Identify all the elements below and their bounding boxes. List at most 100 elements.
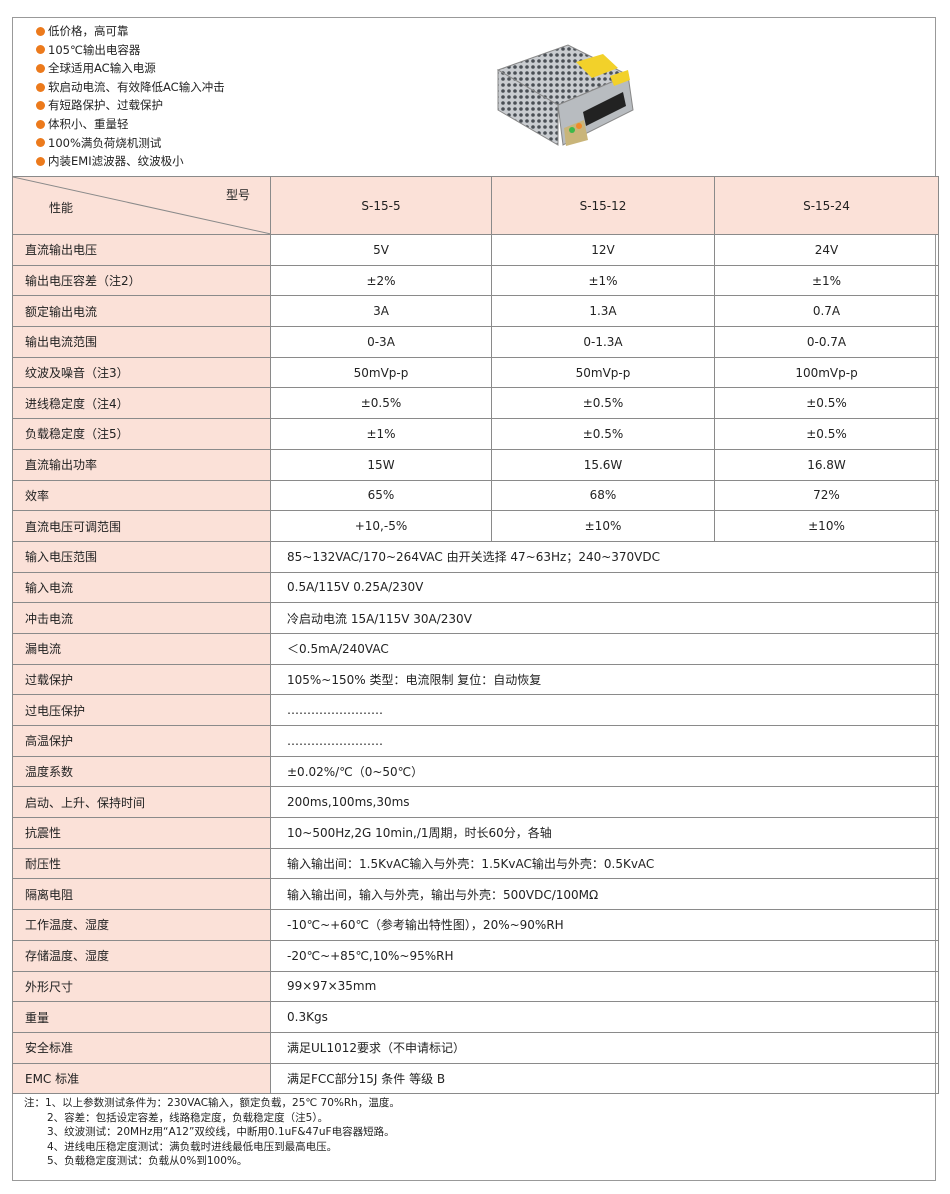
- bullet-icon: [36, 45, 45, 55]
- spec-row: 直流输出功率 15W 15.6W 16.8W: [12, 448, 939, 481]
- spec-value: ±0.5%: [714, 387, 939, 420]
- note-line: 3、纹波测试：20MHz用“A12”双绞线，中断用0.1uF&47uF电容器短路…: [47, 1126, 395, 1139]
- spec-value: ±1%: [270, 418, 492, 450]
- spec-value: ±1%: [491, 264, 715, 297]
- spec-value: 50mVp-p: [270, 356, 492, 389]
- spec-label: 直流输出功率: [12, 448, 271, 481]
- spec-row: 输出电压容差（注2） ±2% ±1% ±1%: [12, 264, 939, 297]
- spec-label: 工作温度、湿度: [12, 909, 271, 941]
- spec-label: 过载保护: [12, 663, 271, 696]
- common-row: 耐压性 输入输出间：1.5KvAC输入与外壳：1.5KvAC输出与外壳：0.5Kv…: [12, 847, 939, 880]
- note-line: 5、负载稳定度测试：负载从0%到100%。: [47, 1155, 248, 1168]
- spec-value: -10℃~+60℃（参考输出特性图），20%~90%RH: [270, 909, 939, 941]
- spec-label: 进线稳定度（注4）: [12, 387, 271, 420]
- spec-label: 纹波及噪音（注3）: [12, 356, 271, 389]
- feature-text: 105℃输出电容器: [48, 42, 141, 57]
- spec-value: -20℃~+85℃,10%~95%RH: [270, 939, 939, 972]
- bullet-icon: [36, 63, 45, 73]
- note-line: 4、进线电压稳定度测试：满负载时进线最低电压到最高电压。: [47, 1140, 338, 1153]
- spec-label: 安全标准: [12, 1031, 271, 1064]
- spec-value: 72%: [714, 479, 939, 512]
- common-row: 安全标准 满足UL1012要求（不申请标记）: [12, 1031, 939, 1064]
- bullet-icon: [36, 82, 45, 92]
- common-row: 启动、上升、保持时间 200ms,100ms,30ms: [12, 786, 939, 819]
- spec-row: 直流输出电压 5V 12V 24V: [12, 234, 939, 266]
- common-row: 过电压保护……………………: [12, 694, 939, 726]
- spec-value: ＜0.5mA/240VAC: [270, 632, 939, 665]
- spec-label: 额定输出电流: [12, 295, 271, 328]
- spec-label: 输入电压范围: [12, 540, 271, 573]
- spec-value: 0.5A/115V 0.25A/230V: [270, 571, 939, 604]
- feature-item: 软启动电流、有效降低AC输入冲击: [36, 78, 225, 97]
- spec-label: 外形尺寸: [12, 970, 271, 1003]
- spec-value: 12V: [491, 234, 715, 266]
- note-line: 注：1、以上参数测试条件为：230VAC输入，额定负载，25℃ 70%Rh，温度…: [24, 1097, 400, 1109]
- header-row: 型号 性能 S-15-5 S-15-12 S-15-24: [12, 176, 939, 235]
- spec-value: ……………………: [270, 694, 939, 726]
- feature-text: 全球适用AC输入电源: [48, 61, 156, 76]
- feature-item: 有短路保护、过载保护: [36, 96, 225, 115]
- spec-value: 0.7A: [714, 295, 939, 328]
- spec-label: EMC 标准: [12, 1062, 271, 1095]
- bullet-icon: [36, 101, 45, 111]
- spec-label: 高温保护: [12, 725, 271, 757]
- spec-value: 15W: [270, 448, 492, 481]
- feature-item: 105℃输出电容器: [36, 41, 225, 60]
- spec-label: 隔离电阻: [12, 878, 271, 911]
- bullet-icon: [36, 138, 45, 148]
- spec-value: 50mVp-p: [491, 356, 715, 389]
- feature-text: 100%满负荷烧机测试: [48, 135, 162, 150]
- common-row: 输入电流 0.5A/115V 0.25A/230V: [12, 571, 939, 604]
- spec-label: 抗震性: [12, 817, 271, 849]
- feature-text: 体积小、重量轻: [48, 116, 129, 131]
- model-header: S-15-24: [714, 176, 939, 235]
- spec-value: 输入输出间：1.5KvAC输入与外壳：1.5KvAC输出与外壳：0.5KvAC: [270, 847, 939, 880]
- bullet-icon: [36, 119, 45, 129]
- spec-row: 负载稳定度（注5） ±1% ±0.5% ±0.5%: [12, 418, 939, 450]
- spec-value: 0.3Kgs: [270, 1001, 939, 1033]
- spec-label: 重量: [12, 1001, 271, 1033]
- spec-value: 105%~150% 类型：电流限制 复位：自动恢复: [270, 663, 939, 696]
- common-row: EMC 标准 满足FCC部分15J 条件 等级 B: [12, 1062, 939, 1095]
- feature-text: 内装EMI滤波器、纹波极小: [48, 154, 184, 169]
- spec-label: 启动、上升、保持时间: [12, 786, 271, 819]
- spec-value: ±2%: [270, 264, 492, 297]
- spec-value: ±0.5%: [491, 418, 715, 450]
- spec-row: 纹波及噪音（注3） 50mVp-p 50mVp-p 100mVp-p: [12, 356, 939, 389]
- spec-value: 冷启动电流 15A/115V 30A/230V: [270, 602, 939, 634]
- diagonal-divider: [13, 177, 271, 234]
- bullet-icon: [36, 156, 45, 166]
- common-row: 工作温度、湿度 -10℃~+60℃（参考输出特性图），20%~90%RH: [12, 909, 939, 941]
- bullet-icon: [36, 26, 45, 36]
- spec-value: 0-3A: [270, 326, 492, 358]
- feature-text: 软启动电流、有效降低AC输入冲击: [48, 79, 225, 94]
- performance-label: 性能: [49, 201, 74, 215]
- model-header: S-15-12: [491, 176, 715, 235]
- spec-value: 5V: [270, 234, 492, 266]
- spec-value: ±10%: [714, 510, 939, 542]
- spec-value: 65%: [270, 479, 492, 512]
- feature-text: 有短路保护、过载保护: [48, 98, 163, 113]
- spec-row: 进线稳定度（注4） ±0.5% ±0.5% ±0.5%: [12, 387, 939, 420]
- spec-value: 10~500Hz,2G 10min,/1周期，时长60分，各轴: [270, 817, 939, 849]
- common-row: 抗震性 10~500Hz,2G 10min,/1周期，时长60分，各轴: [12, 817, 939, 849]
- feature-item: 低价格，高可靠: [36, 22, 225, 41]
- common-row: 重量 0.3Kgs: [12, 1001, 939, 1033]
- header-corner-cell: 型号 性能: [12, 176, 271, 235]
- spec-value: 0-0.7A: [714, 326, 939, 358]
- spec-value: 15.6W: [491, 448, 715, 481]
- spec-label: 温度系数: [12, 755, 271, 788]
- feature-item: 100%满负荷烧机测试: [36, 134, 225, 153]
- spec-label: 输入电流: [12, 571, 271, 604]
- spec-value: 99×97×35mm: [270, 970, 939, 1003]
- common-row: 温度系数 ±0.02%/℃（0~50℃）: [12, 755, 939, 788]
- spec-label: 过电压保护: [12, 694, 271, 726]
- spec-value: 满足FCC部分15J 条件 等级 B: [270, 1062, 939, 1095]
- spec-row: 输出电流范围 0-3A 0-1.3A 0-0.7A: [12, 326, 939, 358]
- common-row: 存储温度、湿度 -20℃~+85℃,10%~95%RH: [12, 939, 939, 972]
- spec-value: 3A: [270, 295, 492, 328]
- spec-value: ±0.5%: [714, 418, 939, 450]
- spec-value: ±0.5%: [491, 387, 715, 420]
- spec-value: +10,-5%: [270, 510, 492, 542]
- spec-value: 输入输出间，输入与外壳，输出与外壳：500VDC/100MΩ: [270, 878, 939, 911]
